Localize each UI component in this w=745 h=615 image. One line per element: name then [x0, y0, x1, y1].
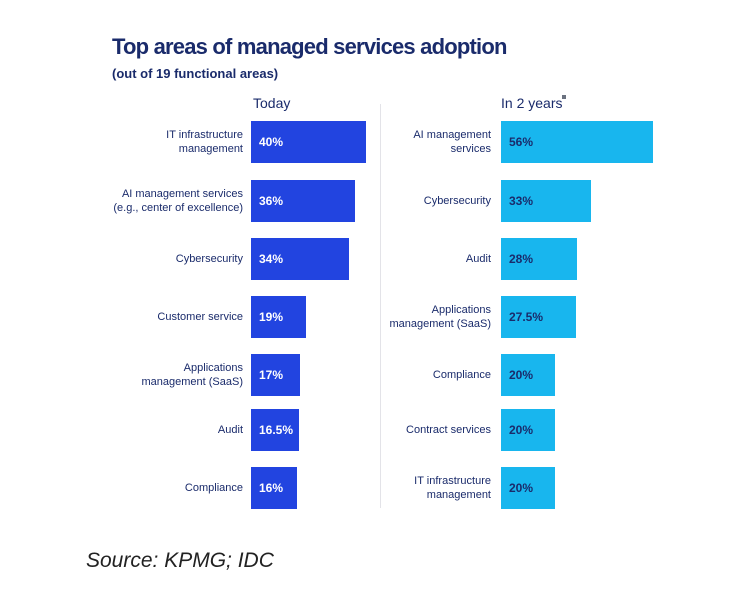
chart-title: Top areas of managed services adoption	[112, 34, 507, 59]
category-label-line: management	[178, 143, 243, 155]
in-2-years-value-label: 28%	[509, 252, 534, 266]
today-value-label: 40%	[259, 135, 284, 149]
source-note: Source: KPMG; IDC	[86, 549, 274, 572]
in-2-years-bar: 27.5%	[501, 296, 576, 338]
today-value-label: 17%	[259, 368, 284, 382]
in-2-years-category-label: Cybersecurity	[271, 180, 491, 222]
category-label-line: Contract services	[406, 424, 491, 436]
today-category-label: Compliance	[23, 467, 243, 509]
today-value-label: 16%	[259, 481, 284, 495]
panel-title-in-2-years: In 2 years	[501, 95, 563, 111]
in-2-years-value-label: 56%	[509, 135, 534, 149]
category-label-line: Cybersecurity	[175, 253, 243, 265]
in-2-years-value-label: 27.5%	[509, 310, 544, 324]
in-2-years-bar: 20%	[501, 409, 556, 451]
in-2-years-category-label: IT infrastructure management	[271, 467, 491, 509]
category-label-line: Customer service	[157, 311, 243, 323]
in-2-years-value-label: 20%	[509, 368, 534, 382]
category-label-line: IT infrastructure	[414, 475, 491, 487]
today-category-label: Audit	[23, 409, 243, 451]
marker-dot	[562, 95, 566, 99]
in-2-years-bar: 56%	[501, 121, 654, 163]
category-label-line: Audit	[465, 253, 491, 265]
today-category-label: Cybersecurity	[23, 238, 243, 280]
category-label-line: (e.g., center of excellence)	[113, 202, 243, 214]
category-label-line: Audit	[217, 424, 243, 436]
today-bar: 16.5%	[251, 409, 299, 451]
in-2-years-bar: 33%	[501, 180, 591, 222]
today-category-label: IT infrastructure management	[23, 121, 243, 163]
today-bar: 40%	[251, 121, 367, 163]
category-label-line: AI management services	[121, 188, 243, 200]
in-2-years-value-label: 20%	[509, 481, 534, 495]
today-category-label: Customer service	[23, 296, 243, 338]
in-2-years-category-label: Audit	[271, 238, 491, 280]
in-2-years-bar: 20%	[501, 467, 556, 509]
category-label-line: management (SaaS)	[141, 376, 244, 388]
today-value-label: 16.5%	[259, 423, 294, 437]
in-2-years-category-label: AI management services	[271, 121, 491, 163]
today-bar: 34%	[251, 238, 349, 280]
in-2-years-category-label: Applications management (SaaS)	[271, 296, 492, 338]
category-label-line: Compliance	[432, 369, 491, 381]
in-2-years-category-label: Contract services	[271, 409, 491, 451]
today-category-label: AI management services (e.g., center of e…	[23, 180, 243, 222]
today-bar: 16%	[251, 467, 298, 509]
in-2-years-value-label: 33%	[509, 194, 534, 208]
category-label-line: IT infrastructure	[166, 129, 243, 141]
panel-title-today: Today	[253, 95, 291, 111]
in-2-years-category-label: Compliance	[271, 354, 491, 396]
category-label-line: Applications	[431, 304, 491, 316]
in-2-years-bar: 28%	[501, 238, 578, 280]
category-label-line: Cybersecurity	[423, 195, 491, 207]
panel-divider	[380, 104, 381, 508]
today-value-label: 19%	[259, 310, 284, 324]
category-label-line: AI management	[413, 129, 491, 141]
category-label-line: management	[426, 489, 491, 501]
in-2-years-bar: 20%	[501, 354, 556, 396]
in-2-years-value-label: 20%	[509, 423, 534, 437]
today-bar: 17%	[251, 354, 300, 396]
today-value-label: 34%	[259, 252, 284, 266]
today-bar: 19%	[251, 296, 306, 338]
today-category-label: Applications management (SaaS)	[23, 354, 244, 396]
today-bar: 36%	[251, 180, 355, 222]
today-value-label: 36%	[259, 194, 284, 208]
category-label-line: Compliance	[184, 482, 243, 494]
category-label-line: Applications	[183, 362, 243, 374]
category-label-line: services	[450, 143, 491, 155]
category-label-line: management (SaaS)	[389, 318, 492, 330]
chart-subtitle: (out of 19 functional areas)	[112, 66, 279, 81]
